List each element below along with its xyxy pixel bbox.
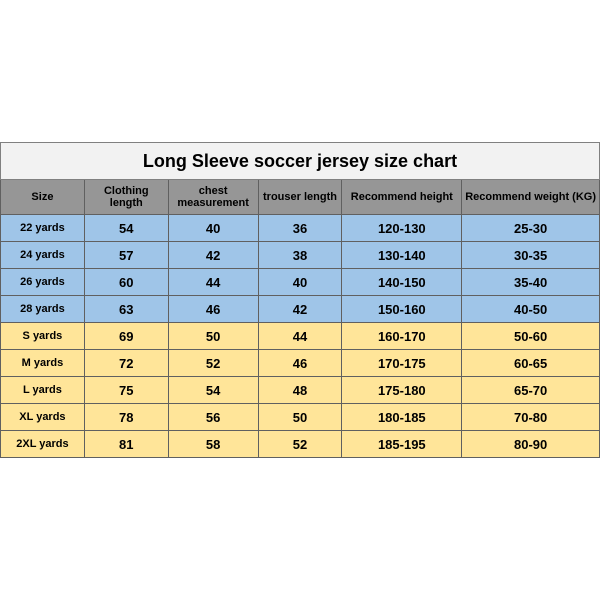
value-cell: 63 bbox=[84, 296, 168, 323]
table-row: S yards695044160-17050-60 bbox=[1, 323, 600, 350]
value-cell: 50 bbox=[258, 404, 342, 431]
value-cell: 52 bbox=[168, 350, 258, 377]
value-cell: 56 bbox=[168, 404, 258, 431]
col-header-3: trouser length bbox=[258, 180, 342, 215]
col-header-2: chest measurement bbox=[168, 180, 258, 215]
value-cell: 69 bbox=[84, 323, 168, 350]
value-cell: 170-175 bbox=[342, 350, 462, 377]
size-cell: M yards bbox=[1, 350, 85, 377]
col-header-4: Recommend height bbox=[342, 180, 462, 215]
table-row: 2XL yards815852185-19580-90 bbox=[1, 431, 600, 458]
value-cell: 52 bbox=[258, 431, 342, 458]
value-cell: 65-70 bbox=[462, 377, 600, 404]
value-cell: 150-160 bbox=[342, 296, 462, 323]
value-cell: 50-60 bbox=[462, 323, 600, 350]
value-cell: 46 bbox=[258, 350, 342, 377]
table-row: 24 yards574238130-14030-35 bbox=[1, 242, 600, 269]
col-header-0: Size bbox=[1, 180, 85, 215]
value-cell: 54 bbox=[168, 377, 258, 404]
value-cell: 38 bbox=[258, 242, 342, 269]
value-cell: 81 bbox=[84, 431, 168, 458]
value-cell: 60 bbox=[84, 269, 168, 296]
value-cell: 180-185 bbox=[342, 404, 462, 431]
header-row: SizeClothing lengthchest measurementtrou… bbox=[1, 180, 600, 215]
value-cell: 42 bbox=[258, 296, 342, 323]
value-cell: 42 bbox=[168, 242, 258, 269]
value-cell: 36 bbox=[258, 215, 342, 242]
value-cell: 44 bbox=[258, 323, 342, 350]
value-cell: 57 bbox=[84, 242, 168, 269]
value-cell: 75 bbox=[84, 377, 168, 404]
size-cell: S yards bbox=[1, 323, 85, 350]
table-row: 26 yards604440140-15035-40 bbox=[1, 269, 600, 296]
value-cell: 30-35 bbox=[462, 242, 600, 269]
size-cell: 28 yards bbox=[1, 296, 85, 323]
size-cell: XL yards bbox=[1, 404, 85, 431]
value-cell: 54 bbox=[84, 215, 168, 242]
value-cell: 50 bbox=[168, 323, 258, 350]
value-cell: 48 bbox=[258, 377, 342, 404]
table-row: 28 yards634642150-16040-50 bbox=[1, 296, 600, 323]
title-row: Long Sleeve soccer jersey size chart bbox=[1, 143, 600, 180]
value-cell: 44 bbox=[168, 269, 258, 296]
value-cell: 120-130 bbox=[342, 215, 462, 242]
table-row: XL yards785650180-18570-80 bbox=[1, 404, 600, 431]
value-cell: 72 bbox=[84, 350, 168, 377]
value-cell: 130-140 bbox=[342, 242, 462, 269]
table-row: L yards755448175-18065-70 bbox=[1, 377, 600, 404]
value-cell: 70-80 bbox=[462, 404, 600, 431]
value-cell: 35-40 bbox=[462, 269, 600, 296]
value-cell: 60-65 bbox=[462, 350, 600, 377]
value-cell: 58 bbox=[168, 431, 258, 458]
table-body: 22 yards544036120-13025-3024 yards574238… bbox=[1, 215, 600, 458]
value-cell: 46 bbox=[168, 296, 258, 323]
size-cell: 26 yards bbox=[1, 269, 85, 296]
value-cell: 185-195 bbox=[342, 431, 462, 458]
chart-title: Long Sleeve soccer jersey size chart bbox=[1, 143, 600, 180]
size-cell: 24 yards bbox=[1, 242, 85, 269]
value-cell: 25-30 bbox=[462, 215, 600, 242]
size-cell: 22 yards bbox=[1, 215, 85, 242]
size-cell: 2XL yards bbox=[1, 431, 85, 458]
table-row: M yards725246170-17560-65 bbox=[1, 350, 600, 377]
value-cell: 40 bbox=[258, 269, 342, 296]
table-row: 22 yards544036120-13025-30 bbox=[1, 215, 600, 242]
value-cell: 40 bbox=[168, 215, 258, 242]
value-cell: 160-170 bbox=[342, 323, 462, 350]
value-cell: 175-180 bbox=[342, 377, 462, 404]
value-cell: 140-150 bbox=[342, 269, 462, 296]
col-header-1: Clothing length bbox=[84, 180, 168, 215]
value-cell: 78 bbox=[84, 404, 168, 431]
value-cell: 80-90 bbox=[462, 431, 600, 458]
size-cell: L yards bbox=[1, 377, 85, 404]
size-chart-table: Long Sleeve soccer jersey size chart Siz… bbox=[0, 142, 600, 458]
value-cell: 40-50 bbox=[462, 296, 600, 323]
col-header-5: Recommend weight (KG) bbox=[462, 180, 600, 215]
